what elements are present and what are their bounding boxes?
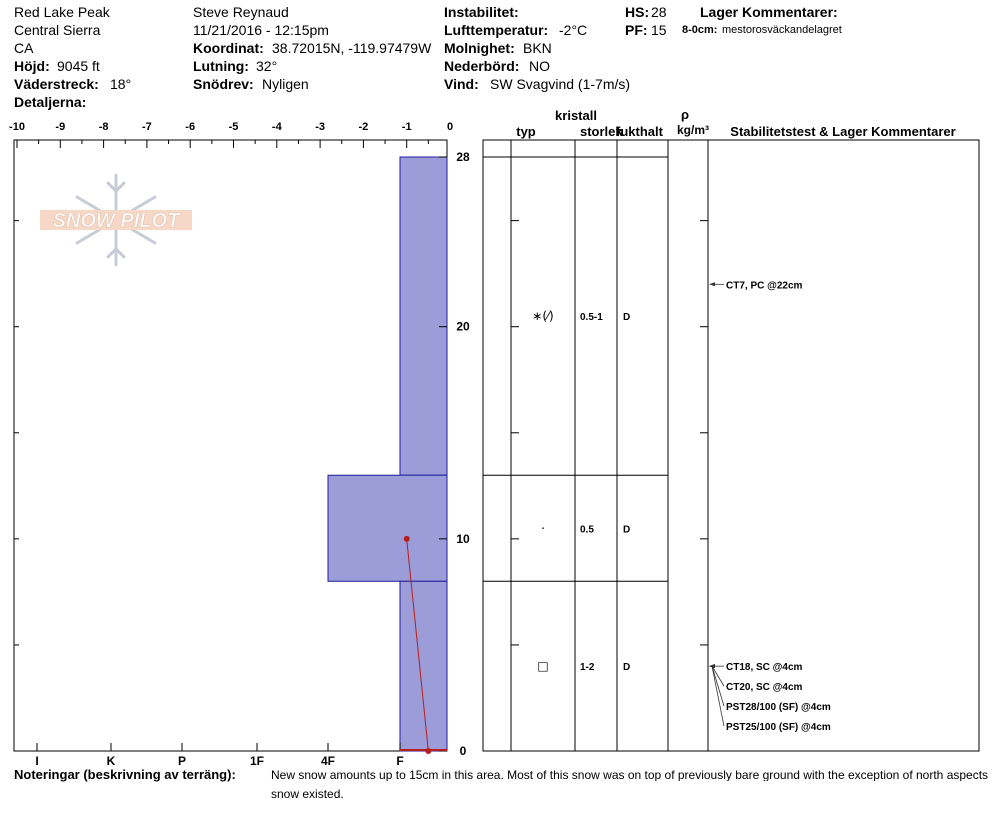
temperature-line [406, 538, 429, 752]
hardness-layer-F [399, 156, 448, 476]
range: Central Sierra [14, 22, 101, 38]
stability-test-label: CT18, SC @4cm [726, 662, 803, 673]
temp-tick-label: -5 [229, 121, 239, 133]
temp-tick-label: 0 [447, 121, 453, 133]
stability-arrow [711, 666, 725, 707]
crystal-size: 1-2 [580, 662, 595, 673]
stability-tests: CT7, PC @22cm CT18, SC @4cm CT20, SC @4cm P… [709, 280, 831, 733]
temp-tick-label: -9 [55, 121, 65, 133]
hs-value: 28 [651, 4, 667, 20]
depth-tick-label: 28 [456, 150, 470, 164]
temperature-profile [400, 535, 447, 754]
wind-label: Vind: [444, 76, 479, 92]
stability-test-label: PST25/100 (SF) @4cm [726, 722, 831, 733]
snowpilot-logo: SNOW PILOT [40, 173, 192, 267]
stability-test-label: CT20, SC @4cm [726, 682, 803, 693]
stability-arrow [711, 665, 725, 687]
layer-comment-depth: 8-0cm: [682, 24, 718, 36]
temperature-point [403, 535, 410, 542]
stability-test-label: CT7, PC @22cm [726, 280, 803, 291]
crystal-type: ∗(⁄) [532, 309, 553, 323]
wind-value: SW Svagvind (1-7m/s) [490, 76, 631, 92]
hardness-tick-label: 4F [321, 754, 335, 768]
stability-arrow [711, 666, 725, 727]
layer-comments-label: Lager Kommentarer: [700, 4, 838, 20]
moisture: D [623, 662, 630, 673]
depth-axis: 0 10 20 28 [14, 150, 708, 758]
temp-tick-label: -1 [402, 121, 412, 133]
instability-label: Instabilitet: [444, 4, 519, 20]
hardness-tick-label: F [396, 754, 403, 768]
temperature-axis: -10 -9 -8 -7 -6 -5 -4 -3 -2 -1 0 [9, 121, 453, 148]
stability-test-label: PST28/100 (SF) @4cm [726, 702, 831, 713]
stability-header: Stabilitetstest & Lager Kommentarer [730, 124, 956, 139]
coord-value: 38.72015N, -119.97479W [272, 40, 432, 56]
temp-tick-label: -7 [142, 121, 152, 133]
pf-label: PF: [625, 22, 648, 38]
type-header: typ [516, 124, 536, 139]
size-header: storlek [580, 124, 623, 139]
moisture-header: fukthalt [616, 124, 663, 139]
crystal-header: kristall [555, 108, 597, 123]
hardness-tick-label: 1F [250, 754, 264, 768]
notes-line-1: New snow amounts up to 15cm in this area… [271, 769, 991, 781]
precip-label: Nederbörd: [444, 58, 520, 74]
hardness-layer-F [399, 580, 448, 752]
datetime: 11/21/2016 - 12:15pm [193, 22, 329, 38]
slope-value: 32° [256, 58, 278, 74]
density-unit-header: kg/m³ [676, 123, 710, 137]
hardness-layer-4F [327, 474, 448, 582]
temp-tick-label: -2 [359, 121, 369, 133]
layer-table: ∗(⁄) 0.5-1 D · 0.5 D □ 1-2 D [483, 309, 668, 752]
temp-tick-label: -4 [272, 121, 283, 133]
details-label: Detaljerna: [14, 94, 87, 110]
depth-tick-label: 10 [456, 532, 470, 546]
elevation-label: Höjd: [14, 58, 50, 74]
hardness-tick-label: K [107, 754, 116, 768]
density-column-frame [667, 139, 709, 752]
stability-column-frame [707, 139, 980, 752]
crystal-type: □ [537, 659, 548, 673]
hs-label: HS: [625, 4, 650, 20]
crystal-type: · [541, 521, 545, 535]
observer: Steve Reynaud [193, 4, 289, 20]
stability-arrowhead [709, 282, 715, 287]
airtemp-value: -2°C [559, 22, 588, 38]
location: Red Lake Peak [14, 4, 110, 20]
logo-text: SNOW PILOT [53, 210, 181, 232]
sky-label: Molnighet: [444, 40, 515, 56]
pf-value: 15 [651, 22, 667, 38]
hardness-tick-label: P [178, 754, 186, 768]
notes-label: Noteringar (beskrivning av terräng): [14, 767, 236, 782]
drift-label: Snödrev: [193, 76, 254, 92]
elevation-value: 9045 ft [57, 58, 100, 74]
hardness-tick-label: I [35, 754, 38, 768]
drift-value: Nyligen [262, 76, 309, 92]
temp-tick-label: -8 [99, 121, 109, 133]
precip-value: NO [529, 58, 550, 74]
state: CA [14, 40, 34, 56]
depth-tick-label: 20 [456, 320, 470, 334]
temp-tick-label: -6 [185, 121, 195, 133]
temp-tick-label: -10 [9, 121, 25, 133]
hardness-layers [327, 156, 448, 752]
moisture: D [623, 524, 630, 535]
crystal-size: 0.5-1 [580, 312, 603, 323]
hardness-axis: I K P 1F 4F F [35, 743, 404, 768]
sky-value: BKN [523, 40, 552, 56]
depth-tick-label: 0 [460, 744, 467, 758]
temp-tick-label: -3 [315, 121, 325, 133]
moisture: D [623, 312, 630, 323]
coord-label: Koordinat: [193, 40, 264, 56]
airtemp-label: Lufttemperatur: [444, 22, 549, 38]
slope-label: Lutning: [193, 58, 249, 74]
aspect-value: 18° [110, 76, 132, 92]
crystal-size: 0.5 [580, 524, 594, 535]
stability-arrowhead [709, 664, 715, 669]
notes-line-2: snow existed. [271, 787, 344, 801]
layer-comment-text: mestorosväckandelagret [722, 24, 842, 36]
rho-header: ρ [680, 107, 690, 122]
aspect-label: Väderstreck: [14, 76, 99, 92]
